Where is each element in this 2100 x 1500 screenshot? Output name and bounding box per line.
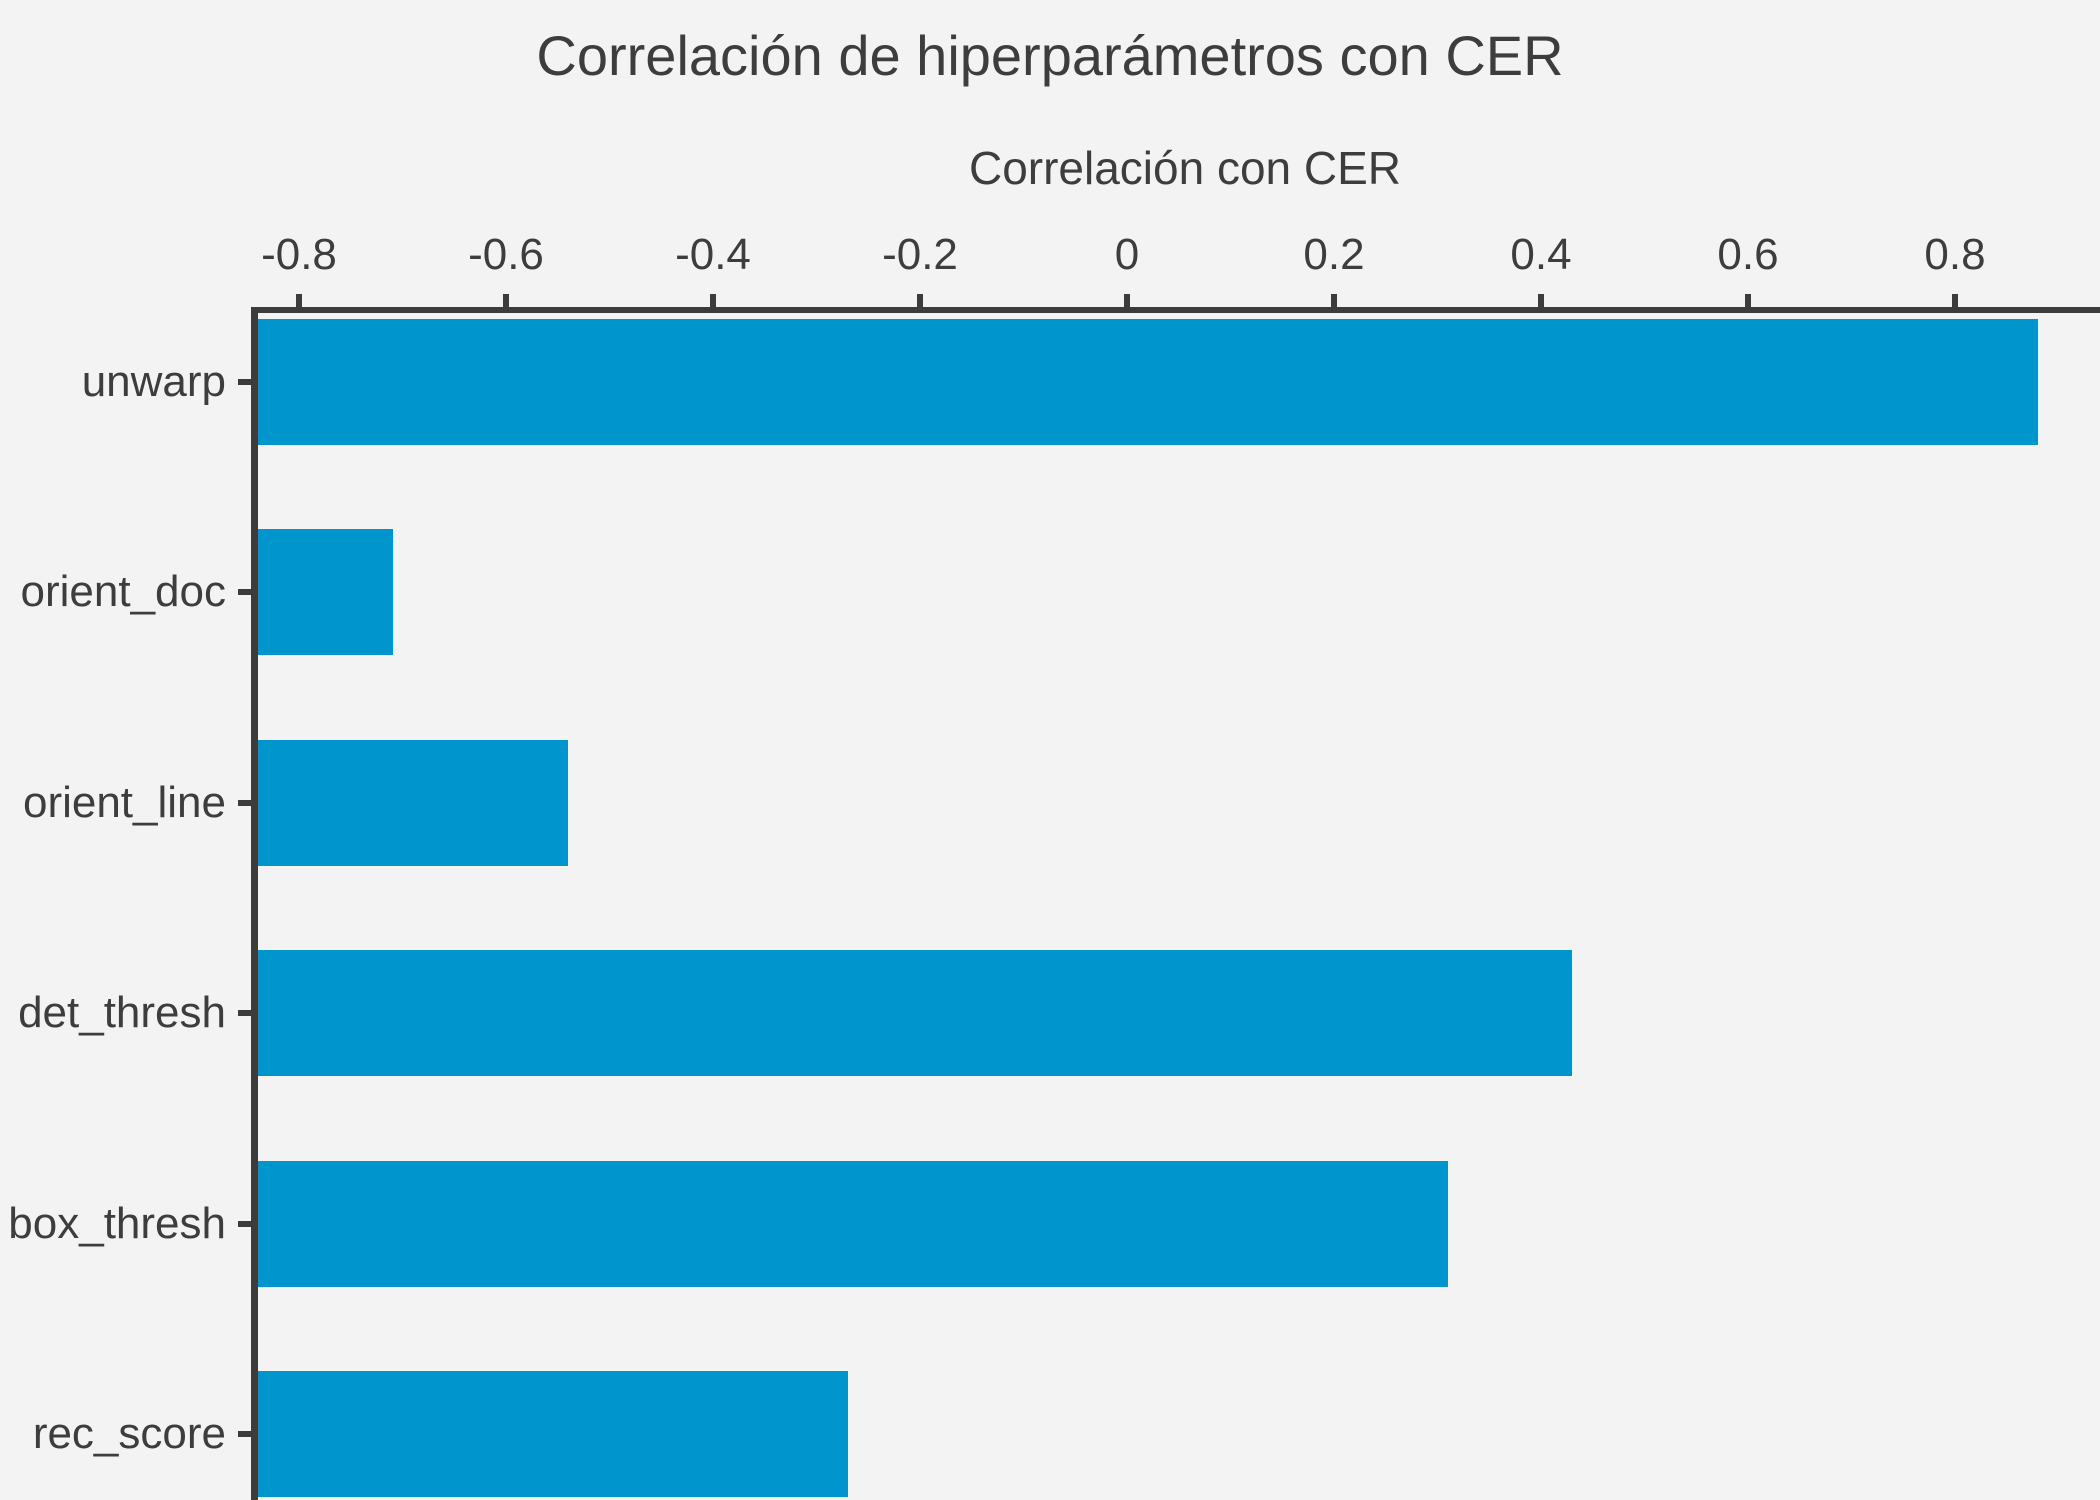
y-tick-mark-orient_line — [238, 800, 252, 806]
bar-unwarp — [258, 319, 2038, 445]
y-tick-mark-rec_score — [238, 1431, 252, 1437]
bar-box_thresh — [258, 1161, 1449, 1287]
x-axis-label: Correlación con CER — [968, 142, 1402, 194]
x-tick-mark-0.6 — [1745, 294, 1751, 307]
x-tick-label-0.4: 0.4 — [1510, 230, 1572, 279]
x-tick-label-0.8: 0.8 — [1924, 230, 1986, 279]
x-tick-label-0.6: 0.6 — [1717, 230, 1779, 279]
plot-area — [258, 313, 2100, 1500]
x-tick-mark-0.2 — [1331, 294, 1337, 307]
y-tick-label-det_thresh: det_thresh — [18, 988, 226, 1037]
x-tick-label-0.2: 0.2 — [1303, 230, 1365, 279]
y-tick-label-orient_doc: orient_doc — [20, 567, 226, 616]
x-tick-mark--0.4 — [710, 294, 716, 307]
y-tick-label-unwarp: unwarp — [81, 357, 226, 406]
x-tick-label--0.8: -0.8 — [261, 230, 337, 279]
x-tick-mark-0.4 — [1538, 294, 1544, 307]
x-tick-mark-0 — [1124, 294, 1130, 307]
x-tick-mark--0.2 — [917, 294, 923, 307]
y-tick-mark-orient_doc — [238, 589, 252, 595]
x-tick-label-0: 0 — [1114, 230, 1140, 279]
y-tick-label-orient_line: orient_line — [22, 778, 226, 827]
x-tick-label--0.6: -0.6 — [468, 230, 544, 279]
x-tick-label--0.2: -0.2 — [882, 230, 958, 279]
y-tick-label-box_thresh: box_thresh — [8, 1199, 226, 1248]
x-tick-mark--0.8 — [296, 294, 302, 307]
y-tick-mark-box_thresh — [238, 1221, 252, 1227]
y-tick-label-rec_score: rec_score — [32, 1409, 226, 1458]
bar-det_thresh — [258, 950, 1573, 1076]
y-tick-mark-unwarp — [238, 379, 252, 385]
bar-orient_line — [258, 740, 569, 866]
x-tick-label--0.4: -0.4 — [675, 230, 751, 279]
x-tick-mark-0.8 — [1952, 294, 1958, 307]
bar-rec_score — [258, 1371, 848, 1497]
y-tick-mark-det_thresh — [238, 1010, 252, 1016]
chart-title: Correlación de hiperparámetros con CER — [536, 24, 1564, 87]
top-axis-spine — [251, 307, 2100, 313]
left-axis-spine — [251, 307, 258, 1500]
x-tick-mark--0.6 — [503, 294, 509, 307]
bar-orient_doc — [258, 529, 393, 655]
